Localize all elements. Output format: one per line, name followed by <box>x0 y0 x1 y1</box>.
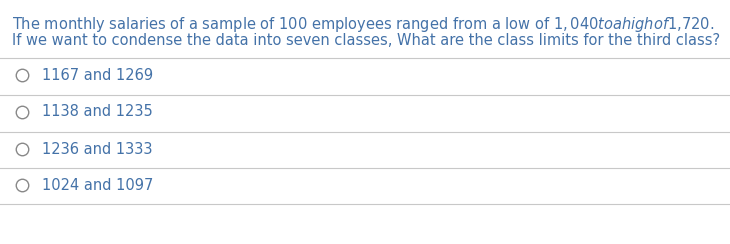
Text: 1167 and 1269: 1167 and 1269 <box>42 68 153 82</box>
Text: The monthly salaries of a sample of 100 employees ranged from a low of $1,040 to: The monthly salaries of a sample of 100 … <box>12 15 715 34</box>
Text: If we want to condense the data into seven classes, What are the class limits fo: If we want to condense the data into sev… <box>12 33 720 48</box>
Text: 1024 and 1097: 1024 and 1097 <box>42 177 153 193</box>
Text: 1236 and 1333: 1236 and 1333 <box>42 142 153 156</box>
Text: 1138 and 1235: 1138 and 1235 <box>42 104 153 120</box>
